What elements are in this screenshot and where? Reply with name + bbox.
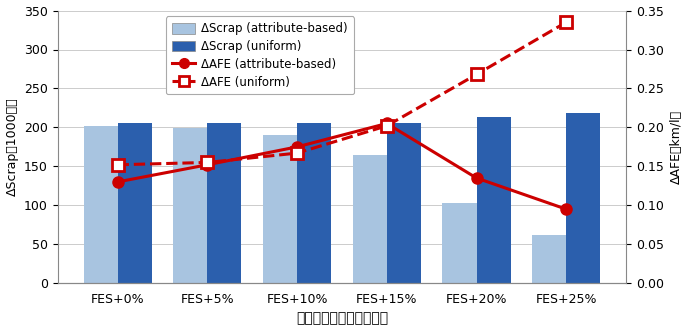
- Bar: [83, 126, 118, 283]
- Bar: [442, 203, 477, 283]
- Bar: [173, 128, 207, 283]
- Y-axis label: ΔAFE（km/l）: ΔAFE（km/l）: [669, 110, 682, 184]
- Bar: [387, 123, 421, 283]
- Bar: [532, 235, 566, 283]
- Bar: [263, 135, 297, 283]
- Bar: [353, 155, 387, 283]
- Bar: [566, 114, 601, 283]
- Bar: [207, 123, 241, 283]
- Legend: ΔScrap (attribute-based), ΔScrap (uniform), ΔAFE (attribute-based), ΔAFE (unifor: ΔScrap (attribute-based), ΔScrap (unifor…: [166, 17, 354, 94]
- Y-axis label: ΔScrap（1000台）: ΔScrap（1000台）: [6, 98, 19, 196]
- Bar: [477, 117, 510, 283]
- X-axis label: 属性基準での燃費の閾値: 属性基準での燃費の閾値: [296, 311, 388, 325]
- Bar: [297, 123, 331, 283]
- Bar: [118, 123, 152, 283]
